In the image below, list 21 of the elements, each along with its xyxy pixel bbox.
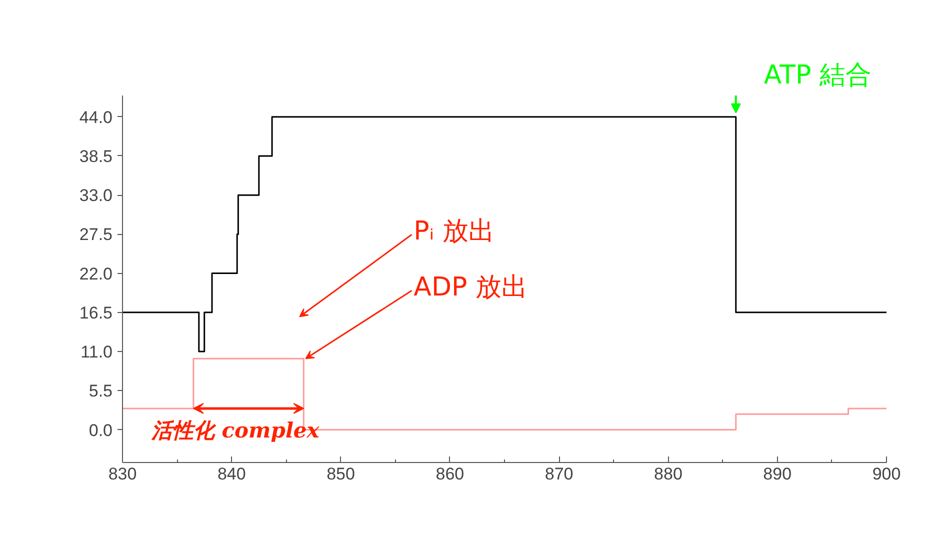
y-tick-label: 33.0 xyxy=(79,186,113,206)
y-tick-label: 27.5 xyxy=(79,225,113,244)
y-tick-label: 11.0 xyxy=(80,342,113,362)
x-tick-label: 890 xyxy=(763,464,792,484)
annotation: Pᵢ 放出 xyxy=(414,216,494,247)
x-tick-label: 850 xyxy=(326,464,355,484)
annotation: ADP 放出 xyxy=(414,272,528,303)
x-tick-label: 840 xyxy=(217,464,246,484)
x-tick-label: 860 xyxy=(436,464,464,484)
y-tick-label: 38.5 xyxy=(79,146,113,166)
x-tick-label: 830 xyxy=(108,464,137,484)
y-tick-label: 0.0 xyxy=(88,420,113,440)
y-tick-label: 16.5 xyxy=(79,303,113,322)
x-tick-label: 900 xyxy=(872,464,901,484)
x-tick-label: 880 xyxy=(654,464,682,484)
y-tick-label: 5.5 xyxy=(88,382,113,401)
y-tick-label: 22.0 xyxy=(79,264,113,284)
annotation: ATP 結合 xyxy=(764,60,872,90)
y-tick-label: 44.0 xyxy=(79,108,113,127)
x-tick-label: 870 xyxy=(544,464,574,484)
annotation: 活性化 complex xyxy=(150,417,320,442)
